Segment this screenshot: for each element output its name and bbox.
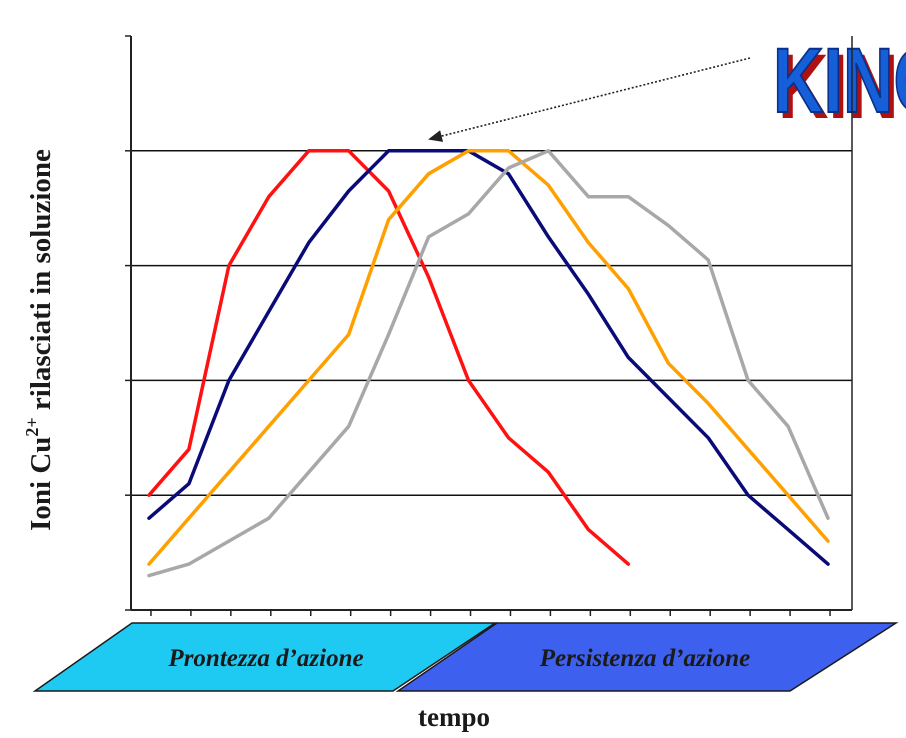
- phase-banner-prontezza-shape: [32, 622, 498, 692]
- phase-banner-prontezza: Prontezza d’azione: [32, 622, 498, 692]
- series-line-3: [147, 149, 830, 566]
- phase-banner-persistenza: Persistenza d’azione: [395, 622, 899, 692]
- annotation-arrow: [428, 57, 751, 142]
- y-axis-label: Ioni Cu2+ rilasciati in soluzione: [22, 149, 57, 531]
- phase-banner-prontezza-label: Prontezza d’azione: [167, 645, 363, 672]
- axis-ticks: [125, 35, 831, 616]
- kino-logo-shadow: KINO: [778, 36, 906, 138]
- series-lines: [147, 149, 830, 578]
- kino-logo: KINO KINO: [772, 29, 906, 138]
- series-line-2: [147, 149, 830, 566]
- y-axis-label-superscript: 2+: [22, 417, 42, 436]
- series-line-1: [147, 149, 631, 566]
- x-axis-label: tempo: [418, 702, 490, 732]
- series-line-4: [147, 149, 830, 578]
- y-axis-label-suffix: rilasciati in soluzione: [25, 149, 57, 417]
- kino-logo-text: KINO: [773, 30, 906, 132]
- phase-banner-persistenza-shape: [395, 622, 899, 692]
- y-axis-label-prefix: Ioni Cu: [25, 437, 57, 531]
- phase-banner-persistenza-label: Persistenza d’azione: [539, 645, 750, 672]
